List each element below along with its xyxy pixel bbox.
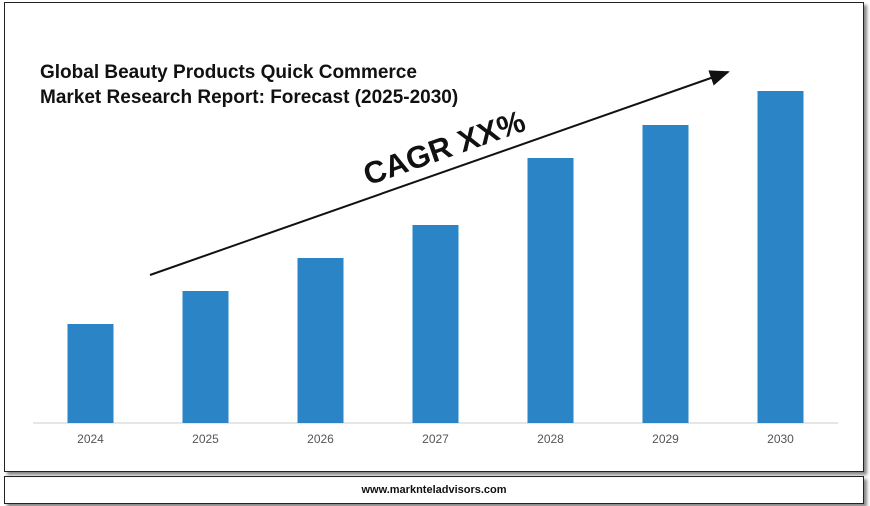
footer: www.marknteladvisors.com [4,476,864,504]
cagr-annotation: CAGR XX% [359,103,530,192]
x-tick-label: 2026 [307,432,334,446]
x-tick-label: 2029 [652,432,679,446]
bar [527,158,574,423]
x-tick-label: 2025 [192,432,219,446]
chart-frame [4,2,864,472]
x-tick-label: 2028 [537,432,564,446]
bar [757,91,804,423]
bar [67,324,114,423]
bar [297,258,344,423]
bar [642,125,689,423]
chart-title: Global Beauty Products Quick Commerce Ma… [40,62,459,108]
x-tick-label: 2027 [422,432,449,446]
trend-arrow [149,70,730,276]
bar [182,291,229,423]
x-tick-label: 2024 [77,432,104,446]
x-tick-label: 2030 [767,432,794,446]
bar [412,225,459,423]
